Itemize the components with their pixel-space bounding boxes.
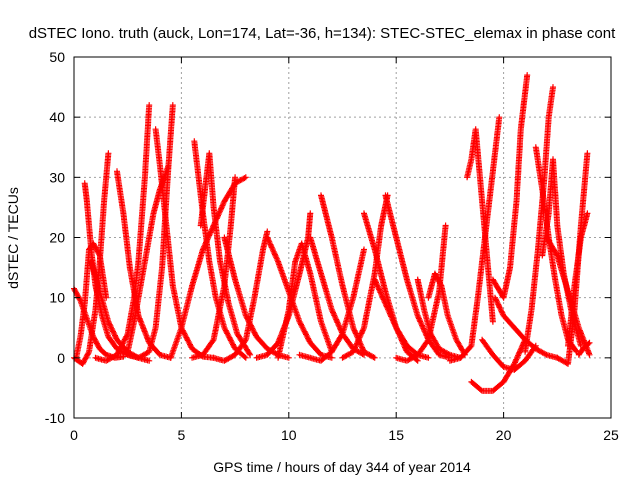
series-30 [464, 126, 496, 325]
series-18 [275, 240, 335, 361]
y-tick-label: 10 [49, 290, 65, 306]
series-18-markers [275, 240, 335, 361]
series-27-markers [414, 276, 464, 361]
series-25-markers [382, 192, 453, 361]
series-35-markers [522, 84, 556, 355]
series-28-markers [425, 270, 468, 358]
series-40-markers [565, 210, 591, 349]
axis-ticks: 0 5 10 15 20 25 -10 0 10 20 30 40 50 [45, 49, 619, 443]
series-33-markers [489, 72, 531, 301]
series-34-markers [492, 294, 561, 361]
x-tick-label: 20 [496, 427, 512, 443]
series-34 [492, 294, 561, 361]
series-20 [318, 192, 378, 361]
x-tick-label: 25 [603, 427, 619, 443]
series-12-markers [197, 150, 254, 358]
x-tick-label: 0 [70, 427, 78, 443]
x-tick-label: 10 [281, 427, 297, 443]
grid-lines [74, 57, 611, 418]
y-tick-label: -10 [45, 410, 65, 426]
series-13 [189, 174, 239, 361]
series-15 [221, 234, 292, 361]
series-10 [167, 174, 249, 361]
series-31 [468, 336, 529, 394]
series-33 [489, 72, 531, 301]
y-axis-label: dSTEC / TECUs [5, 187, 21, 289]
series-31-markers [468, 336, 529, 394]
series-12 [197, 150, 254, 358]
series-32 [479, 336, 539, 373]
chart-title: dSTEC Iono. truth (auck, Lon=174, Lat=-3… [29, 25, 616, 42]
series-14 [210, 228, 271, 364]
series-14-markers [210, 228, 271, 364]
series-13-markers [189, 174, 239, 361]
series-25 [382, 192, 453, 361]
series-35 [522, 84, 556, 355]
y-tick-label: 0 [57, 350, 65, 366]
y-tick-label: 50 [49, 49, 65, 65]
series-32-markers [479, 336, 539, 373]
series-20-markers [318, 192, 378, 361]
series-41-markers [575, 339, 593, 358]
y-tick-label: 40 [49, 109, 65, 125]
x-tick-label: 5 [178, 427, 186, 443]
x-tick-label: 15 [388, 427, 404, 443]
series-30-markers [464, 126, 496, 325]
data-points [71, 72, 593, 394]
series-41 [575, 339, 593, 358]
x-axis-label: GPS time / hours of day 344 of year 2014 [213, 459, 471, 475]
series-27 [414, 276, 464, 361]
y-tick-label: 20 [49, 230, 65, 246]
series-15-markers [221, 234, 292, 361]
series-28 [425, 270, 468, 358]
y-tick-label: 30 [49, 169, 65, 185]
series-10-markers [167, 174, 249, 361]
series-40 [565, 210, 591, 349]
